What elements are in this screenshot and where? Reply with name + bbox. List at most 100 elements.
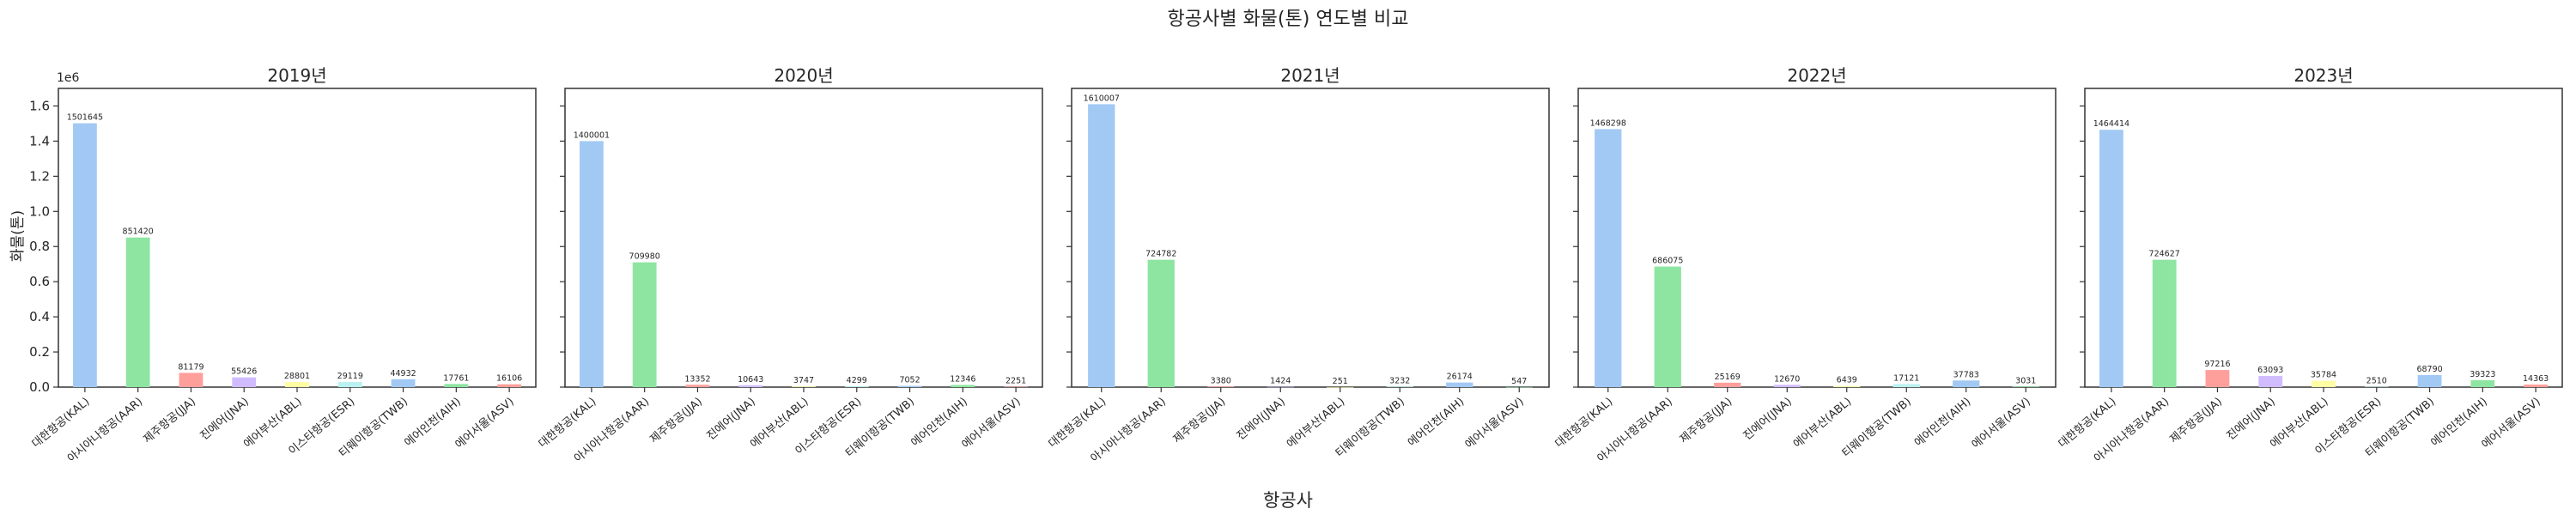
x-tick-label: 에어서울(ASV) bbox=[960, 396, 1024, 452]
chart-panels: 2019년 0.0 0.2 0.4 0.6 0.8 1.0 1.2 1.4 1.6 1e6 15016… bbox=[29, 65, 2563, 465]
bar bbox=[951, 385, 975, 387]
bar-value-label: 63093 bbox=[2257, 366, 2283, 375]
bar bbox=[125, 237, 150, 387]
x-tick-label: 에어서울(ASV) bbox=[1463, 396, 1527, 452]
x-tick-label: 진에어(JNA) bbox=[1235, 396, 1288, 444]
bar bbox=[2417, 374, 2442, 387]
x-tick-label: 에어인천(AIH) bbox=[1406, 396, 1467, 450]
x-tick-label: 제주항공(JJA) bbox=[141, 396, 198, 446]
bar-value-label: 17121 bbox=[1893, 373, 1919, 383]
bar-value-label: 1468298 bbox=[1590, 118, 1626, 128]
bar bbox=[1654, 266, 1681, 387]
bar-value-label: 10643 bbox=[738, 375, 763, 385]
bar bbox=[497, 384, 522, 387]
bar-value-label: 55426 bbox=[231, 367, 257, 377]
x-axis-label: 항공사 bbox=[1263, 490, 1313, 511]
panel-title: 2022년 bbox=[1787, 65, 1846, 86]
chart-panel: 2022년1468298대한항공(KAL)686075아시아나항공(AAR)25… bbox=[1553, 65, 2057, 465]
bar bbox=[2012, 386, 2039, 387]
panel-title: 2021년 bbox=[1280, 65, 1340, 86]
panel-title: 2020년 bbox=[774, 65, 833, 86]
x-tick-label: 대한항공(KAL) bbox=[1047, 396, 1109, 451]
bar bbox=[632, 262, 657, 387]
bar-value-label: 724782 bbox=[1145, 250, 1176, 259]
bar bbox=[2312, 380, 2336, 387]
x-tick-label: 에어인천(AIH) bbox=[1912, 396, 1973, 450]
y-tick-label: 0.4 bbox=[29, 309, 50, 324]
bar bbox=[2258, 376, 2283, 387]
x-tick-label: 제주항공(JJA) bbox=[2167, 396, 2225, 446]
bar-value-label: 851420 bbox=[123, 227, 154, 237]
y-tick-label: 0.0 bbox=[29, 379, 50, 395]
x-tick-label: 제주항공(JJA) bbox=[1171, 396, 1229, 446]
bar-value-label: 3232 bbox=[1389, 376, 1410, 385]
bar-value-label: 81179 bbox=[178, 362, 204, 372]
bar-value-label: 3031 bbox=[2015, 376, 2036, 385]
bar-value-label: 29119 bbox=[337, 372, 363, 381]
bar bbox=[337, 382, 362, 387]
bar bbox=[2205, 370, 2230, 387]
y-tick-label: 1.2 bbox=[29, 168, 50, 184]
bar bbox=[2364, 386, 2389, 387]
y-tick-label: 1.6 bbox=[29, 98, 50, 113]
x-tick-label: 진에어(JNA) bbox=[1741, 396, 1795, 444]
x-tick-label: 에어서울(ASV) bbox=[1970, 396, 2033, 452]
bar bbox=[844, 386, 869, 387]
chart-panel: 2021년1610007대한항공(KAL)724782아시아나항공(AAR)33… bbox=[1047, 65, 1550, 465]
bar-value-label: 7052 bbox=[899, 376, 920, 385]
chart-panel: 2023년1464414대한항공(KAL)724627아시아나항공(AAR)97… bbox=[2057, 65, 2563, 465]
y-tick-label: 1.4 bbox=[29, 133, 50, 148]
bar-value-label: 68790 bbox=[2416, 365, 2442, 374]
bar-value-label: 26174 bbox=[1447, 373, 1473, 382]
bar-value-label: 3747 bbox=[793, 376, 814, 385]
y-tick-label: 0.6 bbox=[29, 274, 50, 289]
bar bbox=[2099, 130, 2123, 388]
bar-value-label: 12670 bbox=[1774, 374, 1800, 384]
bar-value-label: 1464414 bbox=[2093, 119, 2129, 129]
bar bbox=[1833, 385, 1861, 387]
bar bbox=[179, 373, 204, 387]
x-tick-label: 제주항공(JJA) bbox=[1678, 396, 1735, 446]
bar-value-label: 97216 bbox=[2204, 360, 2230, 369]
bar-value-label: 39323 bbox=[2470, 370, 2495, 379]
panel-title: 2023년 bbox=[2293, 65, 2353, 86]
bar bbox=[1893, 384, 1920, 387]
bar bbox=[1207, 386, 1235, 387]
bar bbox=[1267, 386, 1294, 388]
bar-value-label: 709980 bbox=[629, 252, 660, 262]
x-tick-label: 진에어(JNA) bbox=[705, 396, 758, 444]
bar-value-label: 2510 bbox=[2366, 376, 2387, 385]
bar-value-label: 1400001 bbox=[574, 130, 610, 140]
x-tick-label: 에어부산(ABL) bbox=[1285, 396, 1347, 451]
bar-value-label: 4299 bbox=[847, 376, 867, 385]
bar-value-label: 14363 bbox=[2523, 374, 2549, 384]
panel-title: 2019년 bbox=[267, 65, 326, 86]
x-tick-label: 대한항공(KAL) bbox=[1553, 396, 1616, 451]
bar bbox=[685, 385, 710, 387]
bar-value-label: 3380 bbox=[1211, 376, 1231, 385]
x-tick-label: 에어서울(ASV) bbox=[453, 396, 517, 452]
bar bbox=[1773, 385, 1801, 387]
y-tick-label: 0.8 bbox=[29, 239, 50, 254]
bar bbox=[1088, 104, 1115, 388]
bar-value-label: 12346 bbox=[950, 374, 975, 384]
bar bbox=[1595, 129, 1622, 387]
y-tick-label: 0.2 bbox=[29, 344, 50, 360]
bar bbox=[232, 377, 257, 387]
bar bbox=[72, 123, 97, 387]
x-tick-label: 에어부산(ABL) bbox=[1791, 396, 1854, 451]
bar-value-label: 17761 bbox=[443, 373, 469, 383]
figure-title: 항공사별 화물(톤) 연도별 비교 bbox=[1167, 9, 1408, 30]
bar bbox=[2152, 259, 2177, 387]
bar bbox=[391, 379, 416, 387]
bar bbox=[792, 386, 816, 387]
bar bbox=[1004, 386, 1029, 388]
bar bbox=[897, 385, 922, 387]
bar-value-label: 251 bbox=[1333, 377, 1348, 386]
bar-value-label: 6439 bbox=[1837, 376, 1857, 385]
bar-value-label: 13352 bbox=[684, 374, 710, 384]
bar bbox=[1386, 386, 1413, 387]
bar-value-label: 44932 bbox=[390, 369, 416, 379]
y-scale-label: 1e6 bbox=[57, 71, 80, 85]
